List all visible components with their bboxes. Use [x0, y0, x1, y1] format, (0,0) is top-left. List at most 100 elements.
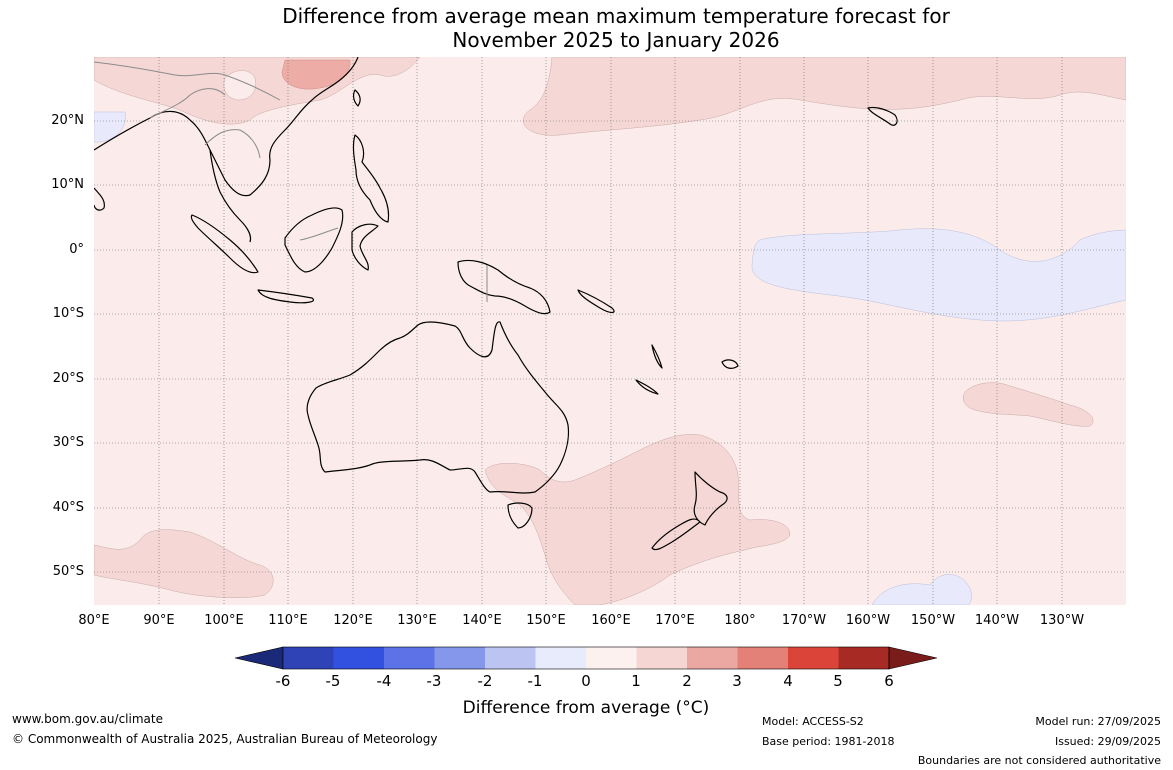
- chart-title: Difference from average mean maximum tem…: [0, 4, 1173, 52]
- warm-region-north-pacific: [523, 57, 1126, 136]
- colorbar-tick-label: -5: [325, 672, 341, 690]
- lat-label: 20°S: [52, 371, 84, 386]
- border-myanmar-thailand: [149, 88, 226, 119]
- colorbar-swatch: [384, 647, 435, 669]
- model-run-text: Model run: 27/09/2025: [1035, 715, 1161, 728]
- country-borders: [94, 61, 488, 302]
- coast-sumatra: [190, 214, 259, 274]
- copyright-text: © Commonwealth of Australia 2025, Austra…: [12, 732, 438, 746]
- coast-new-zealand-south: [651, 518, 701, 551]
- colorbar-swatch: [687, 647, 738, 669]
- colorbar-tick-label: 1: [631, 672, 641, 690]
- colorbar-tick-label: -4: [376, 672, 392, 690]
- lon-label: 130°W: [1039, 613, 1085, 628]
- colorbar-tick-label: -3: [426, 672, 442, 690]
- cool-region-south: [871, 574, 972, 605]
- coastlines: [94, 57, 898, 551]
- colorbar-tick-label: 6: [884, 672, 894, 690]
- lat-label: 30°S: [52, 435, 84, 450]
- base-period-text: Base period: 1981-2018: [762, 735, 895, 748]
- cool-region-bay-of-bengal: [94, 111, 126, 143]
- disclaimer-text: Boundaries are not considered authoritat…: [917, 754, 1161, 767]
- warm-region-china-strong: [281, 59, 351, 90]
- colorbar-swatch: [535, 647, 587, 669]
- coast-java: [257, 289, 314, 304]
- gridlines: [94, 57, 1126, 605]
- colorbar-extend-low: [234, 646, 284, 670]
- coast-tasmania: [507, 502, 533, 529]
- colorbar-title: Difference from average (°C): [462, 698, 710, 718]
- lon-label: 110°E: [268, 613, 308, 628]
- coast-philippines: [352, 134, 390, 223]
- coast-fiji: [721, 359, 739, 369]
- border-thailand-laos: [204, 129, 261, 159]
- colorbar-tick-label: 2: [682, 672, 692, 690]
- colorbar-frame: [282, 646, 890, 670]
- colorbar: [234, 646, 938, 670]
- coast-southeast-asia: [94, 57, 359, 197]
- colorbar-swatch: [788, 647, 839, 669]
- warm-region-tasman: [484, 434, 791, 605]
- lon-label: 130°E: [397, 613, 437, 628]
- colorbar-swatch: [586, 647, 637, 669]
- lon-label: 90°E: [143, 613, 175, 628]
- coast-vanuatu: [651, 344, 663, 369]
- lon-label: 100°E: [204, 613, 244, 628]
- lon-label: 80°E: [78, 613, 110, 628]
- border-china: [94, 61, 281, 101]
- lon-label: 140°E: [462, 613, 502, 628]
- colorbar-swatch: [283, 647, 334, 669]
- coast-hawaii: [867, 106, 898, 126]
- coast-sulawesi: [351, 223, 379, 271]
- colorbar-tick-label: 5: [833, 672, 843, 690]
- colorbar-tick-label: -2: [477, 672, 493, 690]
- colorbar-extend-high: [888, 646, 938, 670]
- colorbar-swatch: [485, 647, 536, 669]
- lon-label: 150°E: [526, 613, 566, 628]
- lat-label: 10°S: [52, 306, 84, 321]
- title-line-1: Difference from average mean maximum tem…: [282, 4, 950, 28]
- colorbar-tick-label: 3: [732, 672, 742, 690]
- coast-new-guinea: [457, 259, 551, 315]
- lat-label: 50°S: [52, 564, 84, 579]
- coast-new-zealand-north: [693, 471, 728, 526]
- model-text: Model: ACCESS-S2: [762, 715, 864, 728]
- lon-label: 140°W: [974, 613, 1020, 628]
- coast-india: [94, 187, 105, 211]
- colorbar-swatch: [838, 647, 890, 669]
- cool-region-equatorial-pacific: [751, 228, 1126, 322]
- lon-label: 160°E: [591, 613, 631, 628]
- lon-label: 160°W: [845, 613, 891, 628]
- colorbar-tick-label: 0: [581, 672, 591, 690]
- lat-label: 0°: [69, 242, 84, 257]
- coast-taiwan: [352, 89, 361, 107]
- website-link[interactable]: www.bom.gov.au/climate: [12, 712, 163, 726]
- coast-new-caledonia: [635, 379, 659, 395]
- lon-label: 150°W: [910, 613, 956, 628]
- lon-label: 170°E: [655, 613, 695, 628]
- lat-label: 20°N: [51, 113, 84, 128]
- title-line-2: November 2025 to January 2026: [452, 28, 780, 52]
- border-borneo: [299, 227, 339, 241]
- lon-label: 180°: [724, 613, 756, 628]
- warm-region-southern-ocean: [94, 529, 274, 598]
- colorbar-tick-label: -1: [527, 672, 543, 690]
- coast-australia: [306, 321, 570, 494]
- colorbar-swatch: [333, 647, 385, 669]
- colorbar-tick-label: 4: [783, 672, 793, 690]
- lon-label: 120°E: [333, 613, 373, 628]
- coast-solomons: [577, 289, 615, 314]
- colorbar-swatch: [434, 647, 486, 669]
- colorbar-swatch: [737, 647, 789, 669]
- issued-text: Issued: 29/09/2025: [1054, 735, 1161, 748]
- lat-label: 40°S: [52, 500, 84, 515]
- colorbar-tick-label: -6: [275, 672, 291, 690]
- colorbar-swatch: [636, 647, 688, 669]
- coast-borneo: [284, 207, 344, 273]
- warm-region-south-pacific: [962, 382, 1094, 427]
- coast-malay-peninsula: [209, 149, 252, 243]
- lon-label: 170°W: [781, 613, 827, 628]
- lat-label: 10°N: [51, 177, 84, 192]
- anomaly-shading: [94, 57, 1126, 605]
